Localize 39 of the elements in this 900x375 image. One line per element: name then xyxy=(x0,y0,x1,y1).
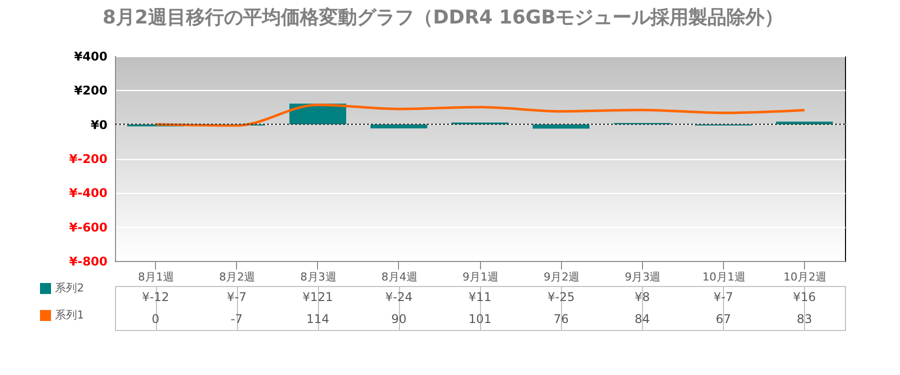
data-label: 76 xyxy=(553,312,569,326)
data-label: ¥-25 xyxy=(547,290,575,304)
x-tick-label: 8月4週 xyxy=(381,270,418,284)
x-tick-label: 9月1週 xyxy=(462,270,498,284)
x-tick-label: 9月2週 xyxy=(544,270,580,284)
bar xyxy=(370,124,428,128)
data-label: 114 xyxy=(306,312,330,326)
chart-title: 8月2週目移行の平均価格変動グラフ（DDR4 16GBモジュール採用製品除外） xyxy=(102,6,784,28)
x-tick-label: 10月1週 xyxy=(702,270,746,284)
y-tick-label: ¥200 xyxy=(74,84,108,98)
data-label: 101 xyxy=(468,312,492,326)
data-label: ¥-7 xyxy=(714,290,734,304)
data-label: 0 xyxy=(152,312,160,326)
y-tick-label: ¥-200 xyxy=(69,152,108,166)
x-tick-label: 8月3週 xyxy=(300,270,336,284)
x-tick-label: 8月1週 xyxy=(138,270,174,284)
legend-label: 系列2 xyxy=(55,282,84,294)
y-tick-label: ¥-400 xyxy=(69,186,108,200)
data-label: ¥-7 xyxy=(226,290,246,304)
data-label: ¥-24 xyxy=(385,290,413,304)
data-label: 83 xyxy=(796,312,812,326)
data-label: 67 xyxy=(716,312,731,326)
data-label: 90 xyxy=(391,312,407,326)
data-label: -7 xyxy=(230,312,243,326)
x-tick-label: 8月2週 xyxy=(219,270,256,284)
data-label: ¥-12 xyxy=(142,290,170,304)
x-tick-label: 9月3週 xyxy=(624,270,661,284)
data-label: ¥16 xyxy=(792,290,816,304)
data-label: ¥8 xyxy=(634,290,650,304)
y-tick-label: ¥-800 xyxy=(69,254,108,268)
y-tick-label: ¥-600 xyxy=(69,220,108,234)
y-tick-label: ¥400 xyxy=(74,50,108,64)
data-label: 84 xyxy=(634,312,650,326)
data-label: ¥11 xyxy=(468,290,492,304)
legend-label: 系列1 xyxy=(55,308,84,322)
y-tick-label: ¥0 xyxy=(90,118,108,132)
data-label: ¥121 xyxy=(302,290,334,304)
line-series xyxy=(154,104,806,127)
x-tick-label: 10月2週 xyxy=(783,270,826,284)
